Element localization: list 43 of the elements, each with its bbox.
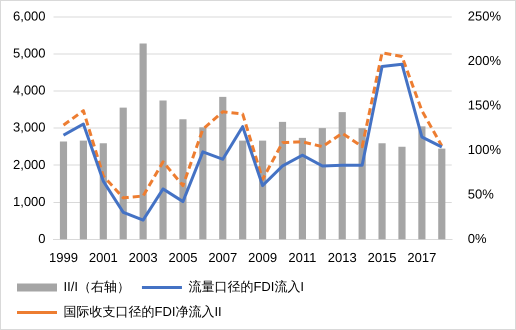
y2-tick-label: 50% [468, 186, 494, 202]
y2-tick-label: 0% [468, 230, 487, 246]
legend-label: II/I（右轴） [64, 279, 130, 294]
x-tick-label: 1999 [49, 250, 78, 265]
bar [438, 148, 446, 240]
y-tick-label: 0 [38, 230, 46, 246]
line-series [62, 51, 444, 200]
x-tick-label: 2013 [328, 250, 357, 265]
y-tick-label: 2,000 [12, 156, 46, 172]
bar [140, 44, 147, 240]
bar [159, 100, 167, 240]
bar [80, 140, 87, 240]
bar [239, 140, 246, 240]
bar [318, 128, 326, 240]
x-tick-label: 2001 [88, 250, 118, 265]
y-tick-label: 4,000 [12, 82, 46, 98]
x-tick-label: 2003 [128, 250, 158, 265]
y-tick-label: 3,000 [12, 120, 46, 135]
bar [418, 126, 426, 240]
x-tick-label: 2009 [248, 250, 278, 265]
y2-tick-label: 200% [468, 52, 502, 68]
y-tick-label: 1,000 [12, 194, 46, 209]
bar [298, 138, 306, 240]
y-tick-label: 5,000 [12, 45, 46, 60]
y2-tick-label: 250% [468, 8, 502, 24]
x-tick-label: 2015 [368, 250, 397, 265]
legend-label: 流量口径的FDI流入I [188, 279, 304, 294]
y2-tick-label: 100% [468, 142, 502, 157]
bar [338, 112, 346, 240]
bar [199, 127, 206, 240]
x-tick-label: 2011 [288, 250, 316, 265]
bar [378, 143, 386, 240]
bar [398, 146, 406, 240]
bar [219, 96, 226, 240]
x-tick-label: 2017 [407, 250, 436, 265]
x-tick-label: 2007 [208, 250, 238, 265]
bar [120, 108, 127, 240]
x-tick-label: 2005 [168, 250, 198, 265]
legend-label: 国际收支口径的FDI净流入II [64, 304, 222, 320]
bar [60, 141, 68, 240]
bar [278, 122, 286, 240]
y2-tick-label: 150% [468, 97, 502, 112]
y-tick-label: 6,000 [12, 8, 46, 24]
